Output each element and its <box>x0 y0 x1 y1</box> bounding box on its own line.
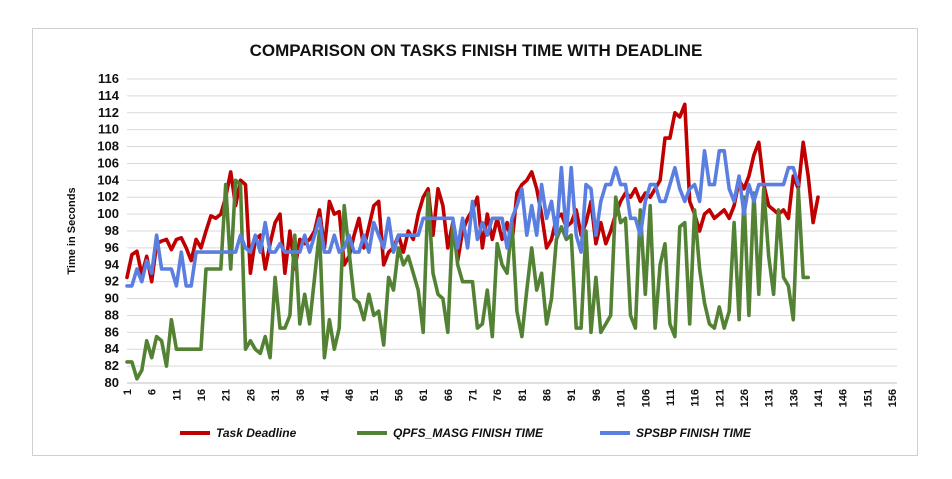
legend: Task Deadline QPFS_MASG FINISH TIME SPSBP … <box>180 426 752 440</box>
x-tick-label: 56 <box>393 389 405 401</box>
legend-label: Task Deadline <box>216 426 297 440</box>
chart-frame <box>32 28 918 456</box>
x-tick-label: 46 <box>344 389 356 401</box>
x-tick-label: 26 <box>245 389 257 401</box>
legend-label: QPFS_MASG FINISH TIME <box>393 426 544 440</box>
x-tick-label: 16 <box>196 389 208 401</box>
x-tick-label: 31 <box>270 389 282 401</box>
legend-label: SPSBP FINISH TIME <box>636 426 752 440</box>
x-tick-label: 41 <box>319 389 331 401</box>
x-tick-label: 86 <box>542 389 554 401</box>
y-tick-label: 84 <box>105 341 120 356</box>
y-tick-label: 88 <box>105 307 119 322</box>
y-tick-label: 94 <box>105 257 120 272</box>
x-tick-label: 6 <box>147 389 159 395</box>
x-tick-label: 51 <box>369 389 381 401</box>
x-tick-label: 81 <box>517 389 529 401</box>
y-tick-label: 114 <box>98 88 120 103</box>
series-line-3 <box>125 149 801 288</box>
x-tick-label: 96 <box>591 389 603 401</box>
y-tick-label: 92 <box>105 274 119 289</box>
y-tick-label: 102 <box>97 189 119 204</box>
y-tick-label: 108 <box>97 139 119 154</box>
x-tick-label: 146 <box>838 389 850 407</box>
y-axis-label: Time in Seconds <box>66 187 78 274</box>
y-tick-label: 98 <box>105 223 119 238</box>
x-tick-label: 76 <box>492 389 504 401</box>
x-tick-label: 36 <box>295 389 307 401</box>
chart-title: COMPARISON ON TASKS FINISH TIME WITH DEA… <box>250 41 703 60</box>
x-tick-label: 61 <box>418 389 430 401</box>
y-tick-label: 90 <box>105 291 119 306</box>
x-tick-label: 111 <box>665 389 677 406</box>
y-tick-label: 116 <box>98 71 119 86</box>
x-tick-label: 121 <box>714 389 726 407</box>
series-lines <box>125 102 820 381</box>
x-tick-label: 106 <box>640 389 652 407</box>
y-tick-label: 86 <box>105 324 119 339</box>
y-tick-label: 96 <box>105 240 119 255</box>
x-tick-label: 11 <box>171 389 183 401</box>
x-tick-label: 131 <box>764 389 776 407</box>
y-tick-label: 104 <box>97 172 119 187</box>
x-tick-label: 141 <box>813 389 825 407</box>
x-tick-label: 156 <box>887 389 899 407</box>
series-line-2 <box>125 178 811 381</box>
y-tick-label: 110 <box>98 122 119 137</box>
x-tick-label: 101 <box>616 389 628 407</box>
y-tick-label: 80 <box>105 375 119 390</box>
x-tick-label: 66 <box>443 389 455 401</box>
y-tick-label: 100 <box>97 206 119 221</box>
x-tick-label: 71 <box>468 389 480 401</box>
y-tick-label: 112 <box>98 105 119 120</box>
x-tick-label: 136 <box>788 389 800 407</box>
x-tick-label: 91 <box>566 389 578 401</box>
x-tick-label: 1 <box>122 389 134 395</box>
y-tick-label: 106 <box>97 155 119 170</box>
x-axis-ticks: 1 6 11 16 21 26 31 36 41 46 51 56 61 66 71 76 81 86 91 96 10… <box>122 389 899 407</box>
x-tick-label: 21 <box>221 389 233 401</box>
x-tick-label: 116 <box>690 389 702 407</box>
x-tick-label: 151 <box>862 389 874 407</box>
y-tick-label: 82 <box>105 358 119 373</box>
x-tick-label: 126 <box>739 389 751 407</box>
